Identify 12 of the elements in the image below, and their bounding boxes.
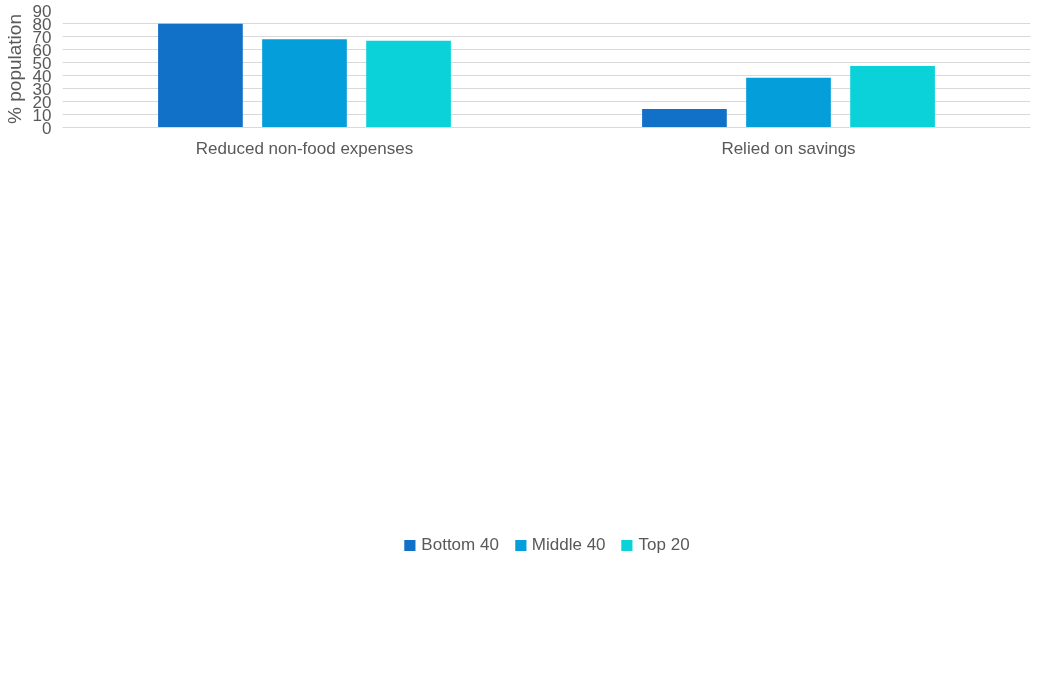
bar [158, 23, 243, 128]
bar [366, 40, 451, 128]
bar [262, 39, 347, 128]
bar [642, 109, 727, 128]
bar [850, 65, 935, 128]
x-tick-label: Relied on savings [721, 138, 856, 158]
x-tick-label: Reduced non-food expenses [195, 138, 414, 158]
legend-label: Middle 40 [531, 535, 606, 555]
bar [746, 77, 831, 128]
y-axis-title: % population [3, 14, 25, 124]
legend-label: Bottom 40 [421, 535, 499, 555]
legend-label: Top 20 [638, 535, 690, 555]
